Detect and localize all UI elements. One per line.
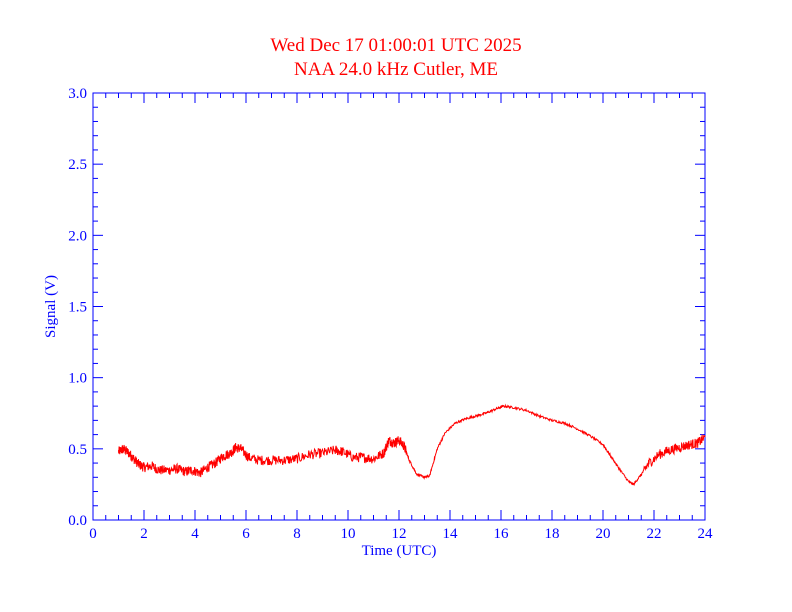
x-tick-label: 6 (242, 526, 250, 542)
y-tick-label: 1.5 (68, 300, 87, 316)
tick-labels: 0 2 4 6 8 10 12 14 16 18 20 22 240.00.51.01.52.02.53… (68, 86, 713, 542)
y-tick-label: 3.0 (68, 86, 87, 102)
chart-title: Wed Dec 17 01:00:01 UTC 2025 (270, 35, 522, 56)
y-tick-label: 0.5 (68, 442, 87, 458)
x-tick-label: 22 (647, 526, 662, 542)
x-tick-label: 2 (140, 526, 148, 542)
plot-frame (92, 92, 706, 521)
y-tick-label: 2.0 (68, 228, 87, 244)
x-tick-label: 8 (293, 526, 301, 542)
signal-series-line (118, 403, 706, 487)
x-tick-label: 20 (596, 526, 611, 542)
y-tick-label: 0.0 (68, 513, 87, 529)
x-tick-label: 14 (443, 526, 459, 542)
chart-subtitle: NAA 24.0 kHz Cutler, ME (294, 59, 498, 80)
x-tick-label: 10 (341, 526, 356, 542)
y-tick-label: 2.5 (68, 157, 87, 173)
x-tick-label: 18 (545, 526, 560, 542)
y-axis-label: Signal (V) (43, 275, 59, 338)
x-tick-label: 4 (191, 526, 199, 542)
y-tick-label: 1.0 (68, 371, 87, 387)
x-tick-label: 12 (392, 526, 407, 542)
x-tick-label: 24 (698, 526, 714, 542)
x-tick-label: 16 (494, 526, 510, 542)
axis-ticks (92, 92, 706, 521)
x-axis-label: Time (UTC) (362, 543, 437, 559)
x-tick-label: 0 (89, 526, 97, 542)
series-group (118, 403, 706, 487)
